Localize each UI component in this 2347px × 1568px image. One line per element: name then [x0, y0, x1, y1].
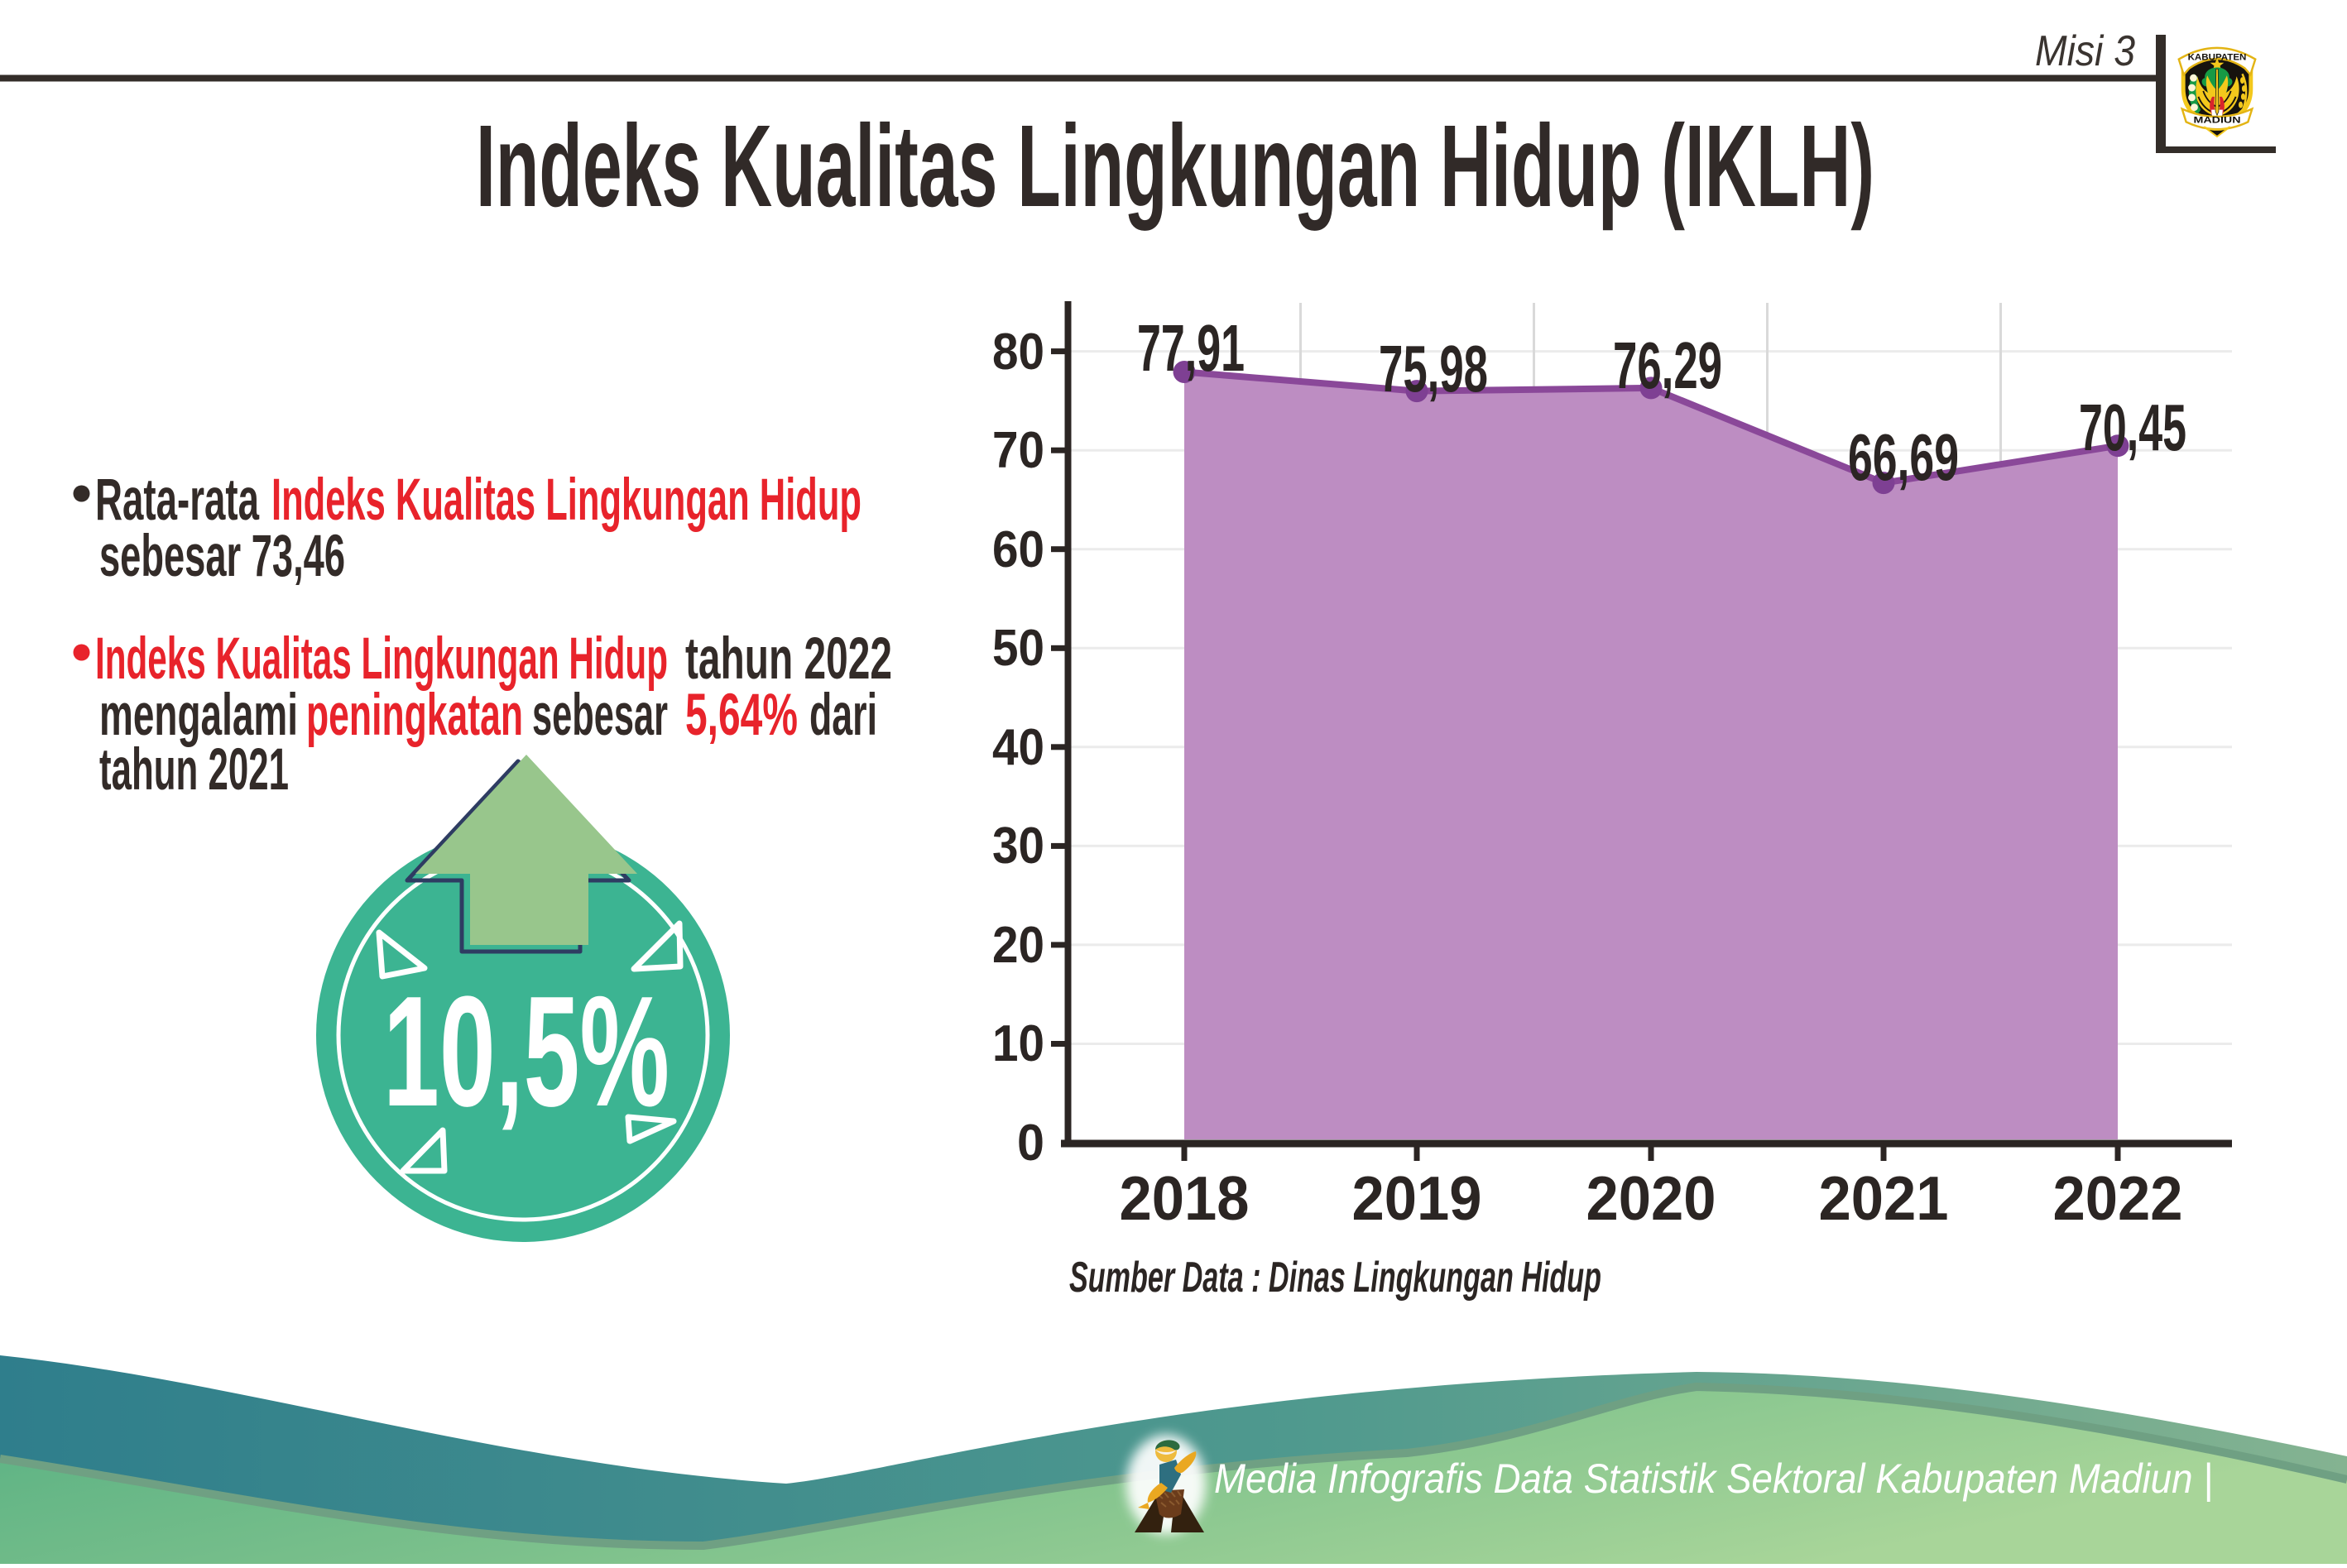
svg-text:mengalami: mengalami	[99, 683, 298, 748]
svg-text:76,29: 76,29	[1613, 328, 1722, 402]
svg-text:30: 30	[992, 818, 1044, 875]
svg-text:sebesar 73,46: sebesar 73,46	[99, 524, 345, 589]
svg-text:2019: 2019	[1352, 1163, 1482, 1233]
svg-text:2021: 2021	[1819, 1163, 1949, 1233]
svg-text:2020: 2020	[1586, 1163, 1716, 1233]
svg-text:2022: 2022	[2053, 1163, 2183, 1233]
svg-text:Indeks Kualitas Lingkungan Hid: Indeks Kualitas Lingkungan Hidup (IKLH)	[476, 100, 1874, 231]
svg-text:Misi 3: Misi 3	[2035, 27, 2135, 75]
svg-text:MADIUN: MADIUN	[2193, 115, 2240, 125]
svg-text:75,98: 75,98	[1379, 332, 1488, 405]
svg-text:Media Infografis Data Statisti: Media Infografis Data Statistik Sektoral…	[1214, 1455, 2213, 1503]
svg-text:70,45: 70,45	[2079, 391, 2186, 464]
svg-text:66,69: 66,69	[1848, 420, 1959, 494]
svg-text:tahun 2022: tahun 2022	[685, 626, 892, 692]
svg-text:77,91: 77,91	[1137, 311, 1245, 385]
svg-text:Indeks Kualitas Lingkungan Hid: Indeks Kualitas Lingkungan Hidup	[271, 468, 862, 533]
svg-text:60: 60	[992, 521, 1044, 578]
svg-text:70: 70	[992, 422, 1044, 479]
svg-text:2018: 2018	[1120, 1163, 1250, 1233]
svg-text:10,5%: 10,5%	[383, 964, 670, 1139]
svg-text:Rata-rata: Rata-rata	[95, 468, 259, 533]
svg-text:50: 50	[992, 620, 1044, 677]
svg-text:20: 20	[992, 917, 1044, 974]
svg-text:10: 10	[992, 1015, 1044, 1072]
svg-text:dari: dari	[809, 683, 877, 748]
svg-text:80: 80	[992, 324, 1044, 381]
svg-text:40: 40	[992, 719, 1044, 776]
svg-text:5,64%: 5,64%	[685, 683, 798, 748]
svg-text:sebesar: sebesar	[532, 683, 668, 748]
svg-text:tahun 2021: tahun 2021	[99, 737, 289, 803]
svg-text:peningkatan: peningkatan	[306, 683, 523, 748]
svg-text:Indeks Kualitas Lingkungan Hid: Indeks Kualitas Lingkungan Hidup	[95, 626, 668, 692]
svg-text:0: 0	[1017, 1115, 1044, 1172]
svg-text:Sumber Data : Dinas Lingkungan: Sumber Data : Dinas Lingkungan Hidup	[1069, 1254, 1601, 1302]
svg-text:KABUPATEN: KABUPATEN	[2188, 53, 2247, 63]
